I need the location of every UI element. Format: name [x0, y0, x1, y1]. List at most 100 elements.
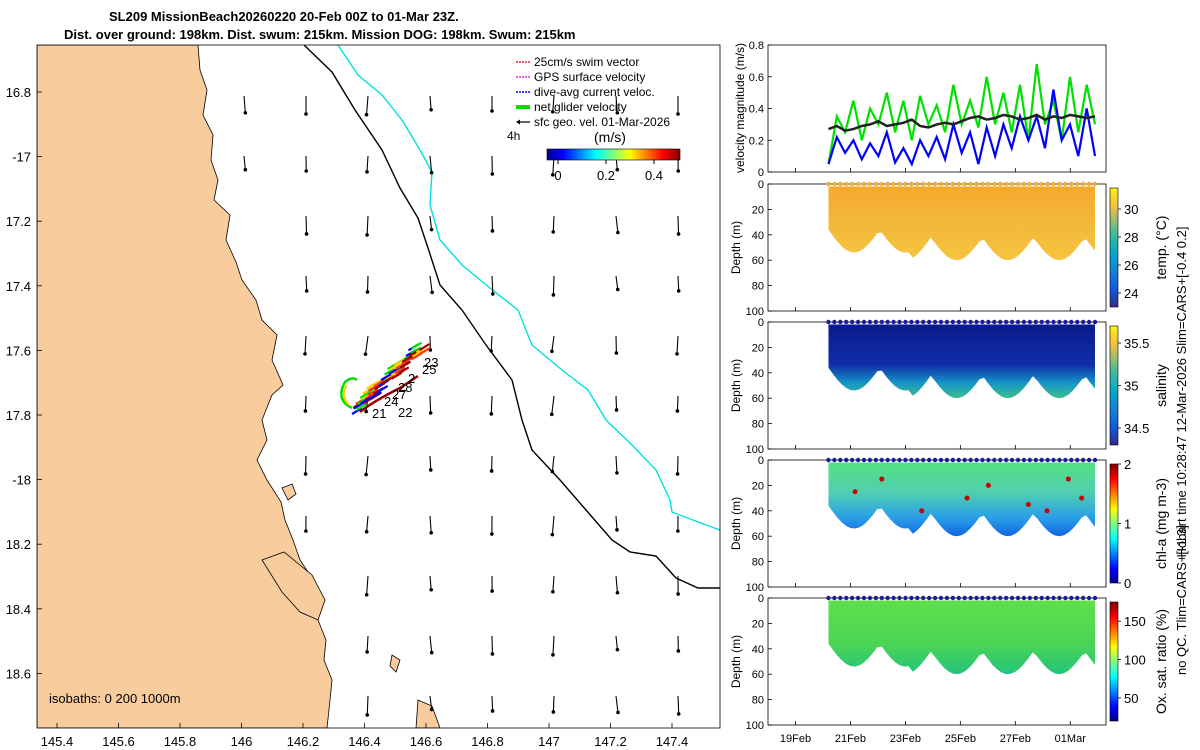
surface-sample-dot [855, 457, 861, 463]
velocity-vector [552, 575, 555, 592]
colorbar-tick-label: 50 [1124, 691, 1138, 706]
surface-sample-dot [1021, 457, 1027, 463]
velocity-vector-head [550, 349, 554, 354]
velocity-vector [552, 695, 555, 712]
velocity-y-tick-label: 0.2 [749, 135, 764, 147]
velocity-vector [364, 335, 369, 355]
section-data-field [828, 186, 1096, 261]
track-vector [401, 357, 413, 365]
surface-sample-dot [992, 319, 997, 325]
surface-sample-dot [938, 181, 944, 187]
velocity-vector [490, 335, 493, 351]
velocity-vector-head [429, 530, 433, 535]
surface-sample-dot [992, 181, 997, 187]
surface-sample-dot [1063, 595, 1068, 601]
surface-sample-dot [826, 457, 831, 463]
surface-sample-dot [926, 181, 932, 187]
surface-sample-dot [838, 457, 843, 463]
track-vector [398, 366, 410, 375]
velocity-vector [551, 515, 555, 535]
surface-sample-dot [944, 595, 950, 601]
surface-sample-dot [956, 595, 961, 601]
surface-sample-dot [1086, 181, 1092, 187]
velocity-vector-head [551, 653, 555, 657]
surface-sample-dot [938, 319, 944, 325]
track-vector [418, 343, 431, 352]
velocity-vector [552, 215, 555, 232]
surface-sample-dot [909, 595, 914, 601]
track-vector [351, 407, 363, 415]
velocity-vector-head [676, 289, 681, 293]
velocity-vector [615, 215, 619, 233]
surface-sample-dot [962, 319, 967, 325]
surface-sample-dot [1003, 595, 1009, 601]
velocity-vector [552, 95, 555, 112]
velocity-vector [677, 215, 680, 234]
surface-sample-dot [944, 457, 950, 463]
section-colorbar [1109, 463, 1119, 584]
velocity-vector [366, 635, 369, 652]
velocity-vector-head [491, 292, 495, 296]
colorbar-label: temp. (°C) [1153, 216, 1169, 280]
velocity-vector-head [490, 109, 494, 113]
surface-sample-dot [1039, 181, 1044, 187]
section-panel-3: 0 20 40 60 80 100 Depth (m) 150 100 50 Ox. sat. ra… [729, 593, 1169, 732]
depth-axis-label: Depth (m) [729, 635, 743, 688]
time-tick-label: 25Feb [945, 733, 976, 745]
velocity-vector-head [429, 107, 433, 112]
velocity-vector-head [429, 587, 434, 592]
surface-sample-dot [1003, 319, 1009, 325]
surface-sample-dot [974, 319, 979, 325]
depth-tick-label: 20 [752, 618, 764, 630]
velocity-vector [366, 695, 369, 715]
surface-sample-dot [897, 319, 902, 325]
velocity-vector-head [615, 167, 620, 172]
surface-sample-dot [1086, 319, 1092, 325]
map-x-tick-label: 147.4 [656, 734, 689, 749]
track-vector [373, 379, 385, 388]
surface-sample-dot [1051, 595, 1056, 601]
surface-sample-dot [1092, 181, 1098, 187]
surface-sample-dot [832, 181, 837, 187]
legend-label: net glider velocity [534, 100, 627, 114]
chl-peak-dot [1079, 495, 1085, 501]
section-data-field [828, 462, 1096, 537]
colorbar-tick-label: 0.2 [597, 168, 615, 183]
depth-tick-label: 20 [752, 204, 764, 216]
depth-tick-label: 0 [758, 317, 764, 329]
colorbar-tick-label: 24 [1124, 286, 1138, 301]
velocity-vector [429, 95, 432, 110]
velocity-vector-head [243, 167, 248, 172]
velocity-vector [491, 695, 494, 711]
surface-sample-dot [950, 595, 956, 601]
surface-sample-dot [1092, 595, 1098, 601]
velocity-vector [491, 275, 494, 294]
velocity-vector-head [365, 290, 370, 294]
interval-label: 4h [507, 129, 520, 143]
surface-sample-dot [1086, 457, 1092, 463]
surface-sample-dot [956, 319, 961, 325]
surface-sample-dot [921, 181, 926, 187]
surface-sample-dot [1009, 457, 1015, 463]
surface-sample-dot [885, 595, 890, 601]
surface-sample-dot [885, 319, 890, 325]
track-label: 22 [398, 405, 412, 420]
velocity-vector-head [551, 590, 555, 594]
track-vector [380, 377, 392, 385]
map-x-tick-label: 147.2 [594, 734, 627, 749]
surface-sample-dot [950, 181, 956, 187]
map-y-tick-label: 17.2 [6, 214, 31, 229]
depth-tick-label: 60 [752, 531, 764, 543]
surface-sample-dot [844, 319, 849, 325]
velocity-vector [552, 275, 555, 295]
surface-sample-dot [861, 595, 867, 601]
velocity-vector [677, 275, 680, 291]
velocity-vector [243, 155, 246, 170]
surface-sample-dot [1069, 595, 1074, 601]
surface-sample-dot [861, 457, 867, 463]
surface-sample-dot [944, 319, 950, 325]
map-x-tick-label: 145.8 [164, 734, 197, 749]
surface-sample-dot [1075, 595, 1080, 601]
velocity-vector [429, 455, 432, 470]
depth-tick-label: 40 [752, 644, 764, 656]
